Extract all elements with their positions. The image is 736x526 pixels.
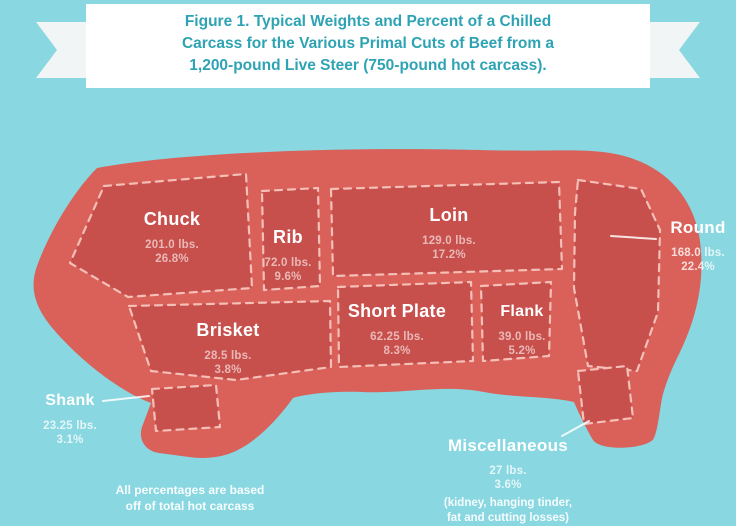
- flank-region: [479, 280, 553, 363]
- figure-title-line-3: 1,200-pound Live Steer (750-pound hot ca…: [189, 57, 547, 74]
- brisket-name: Brisket: [196, 320, 260, 340]
- ribbon-panel: [86, 4, 650, 88]
- rib-label: Rib 72.0 lbs. 9.6%: [248, 226, 328, 284]
- percentages-footnote: All percentages are based off of total h…: [90, 482, 290, 514]
- round-region: [572, 178, 662, 373]
- shank-name: Shank: [45, 392, 95, 409]
- miscellaneous-note: (kidney, hanging tinder, fat and cutting…: [398, 496, 618, 526]
- round-weight: 168.0 lbs.: [671, 247, 725, 259]
- rib-region: [260, 186, 322, 292]
- ribbon-tail-right: [648, 22, 700, 78]
- brisket-weight: 28.5 lbs.: [204, 350, 252, 362]
- round-label: Round 168.0 lbs. 22.4%: [660, 217, 736, 274]
- shank-pointer-line: [102, 395, 150, 402]
- miscellaneous-note-line-1: (kidney, hanging tinder,: [443, 497, 573, 509]
- loin-name: Loin: [429, 205, 469, 225]
- rib-percent: 9.6%: [274, 271, 302, 283]
- ribbon-tail-left: [36, 22, 88, 78]
- shank-label: Shank 23.25 lbs. 3.1%: [18, 391, 122, 447]
- chuck-label: Chuck 201.0 lbs. 26.8%: [97, 208, 247, 266]
- figure-title-line-1: Figure 1. Typical Weights and Percent of…: [184, 13, 552, 30]
- flank-percent: 5.2%: [508, 345, 536, 357]
- miscellaneous-percent: 3.6%: [494, 479, 522, 491]
- short-plate-region: [336, 280, 475, 369]
- rib-name: Rib: [273, 227, 303, 247]
- flank-name: Flank: [500, 303, 544, 320]
- shank-region: [150, 383, 222, 433]
- chuck-percent: 26.8%: [155, 253, 189, 265]
- shank-percent: 3.1%: [56, 434, 84, 446]
- round-percent: 22.4%: [681, 261, 715, 273]
- loin-weight: 129.0 lbs.: [422, 235, 476, 247]
- figure-title-line-2: Carcass for the Various Primal Cuts of B…: [181, 35, 555, 52]
- loin-region: [329, 180, 564, 278]
- miscellaneous-pointer-line: [561, 420, 590, 437]
- footnote-line-2: off of total hot carcass: [125, 499, 255, 513]
- loin-label: Loin 129.0 lbs. 17.2%: [374, 204, 524, 262]
- short-plate-weight: 62.25 lbs.: [370, 331, 424, 343]
- chuck-region: [68, 172, 254, 299]
- round-name: Round: [670, 218, 726, 237]
- miscellaneous-region: [576, 364, 635, 426]
- short-plate-name: Short Plate: [347, 301, 447, 321]
- miscellaneous-label: Miscellaneous 27 lbs. 3.6%: [398, 435, 618, 492]
- flank-weight: 39.0 lbs.: [498, 331, 546, 343]
- brisket-percent: 3.8%: [214, 364, 242, 376]
- chuck-weight: 201.0 lbs.: [145, 239, 199, 251]
- short-plate-label: Short Plate 62.25 lbs. 8.3%: [322, 300, 472, 358]
- miscellaneous-weight: 27 lbs.: [489, 465, 527, 477]
- brisket-label: Brisket 28.5 lbs. 3.8%: [153, 319, 303, 377]
- figure-title: Figure 1. Typical Weights and Percent of…: [86, 11, 650, 77]
- round-pointer-line: [610, 235, 657, 240]
- short-plate-percent: 8.3%: [383, 345, 411, 357]
- chuck-name: Chuck: [143, 209, 201, 229]
- brisket-region: [127, 299, 333, 382]
- miscellaneous-note-line-2: fat and cutting losses): [446, 512, 570, 524]
- shank-weight: 23.25 lbs.: [43, 420, 97, 432]
- flank-label: Flank 39.0 lbs. 5.2%: [477, 302, 567, 358]
- loin-percent: 17.2%: [432, 249, 466, 261]
- miscellaneous-name: Miscellaneous: [447, 436, 569, 455]
- footnote-line-1: All percentages are based: [115, 483, 265, 497]
- rib-weight: 72.0 lbs.: [264, 257, 312, 269]
